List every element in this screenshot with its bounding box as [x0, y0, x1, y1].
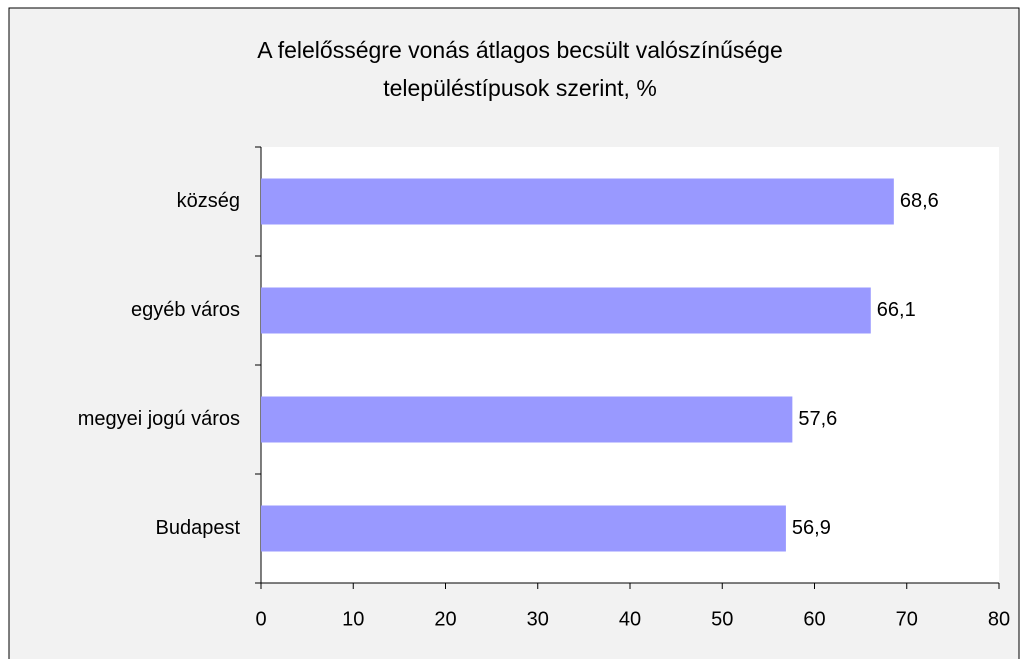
x-tick-label: 80 [988, 608, 1010, 630]
x-tick-label: 70 [896, 608, 918, 630]
bar [261, 178, 894, 225]
chart-title: A felelősségre vonás átlagos becsült val… [257, 37, 783, 63]
y-tick-label: egyéb város [131, 299, 240, 321]
bar [261, 505, 786, 552]
x-tick-label: 0 [255, 608, 266, 630]
value-label: 56,9 [792, 517, 831, 539]
y-tick-label: megyei jogú város [78, 408, 240, 430]
y-tick-label: Budapest [155, 517, 240, 539]
value-label: 66,1 [877, 299, 916, 321]
x-tick-label: 60 [803, 608, 825, 630]
x-tick-label: 20 [434, 608, 456, 630]
chart-title: településtípusok szerint, % [383, 75, 657, 101]
x-tick-label: 10 [342, 608, 364, 630]
value-label: 68,6 [900, 190, 939, 212]
x-tick-label: 30 [527, 608, 549, 630]
bar [261, 287, 871, 334]
bar [261, 396, 793, 443]
x-tick-label: 50 [711, 608, 733, 630]
value-label: 57,6 [798, 408, 837, 430]
x-tick-label: 40 [619, 608, 641, 630]
y-tick-label: község [177, 190, 240, 212]
